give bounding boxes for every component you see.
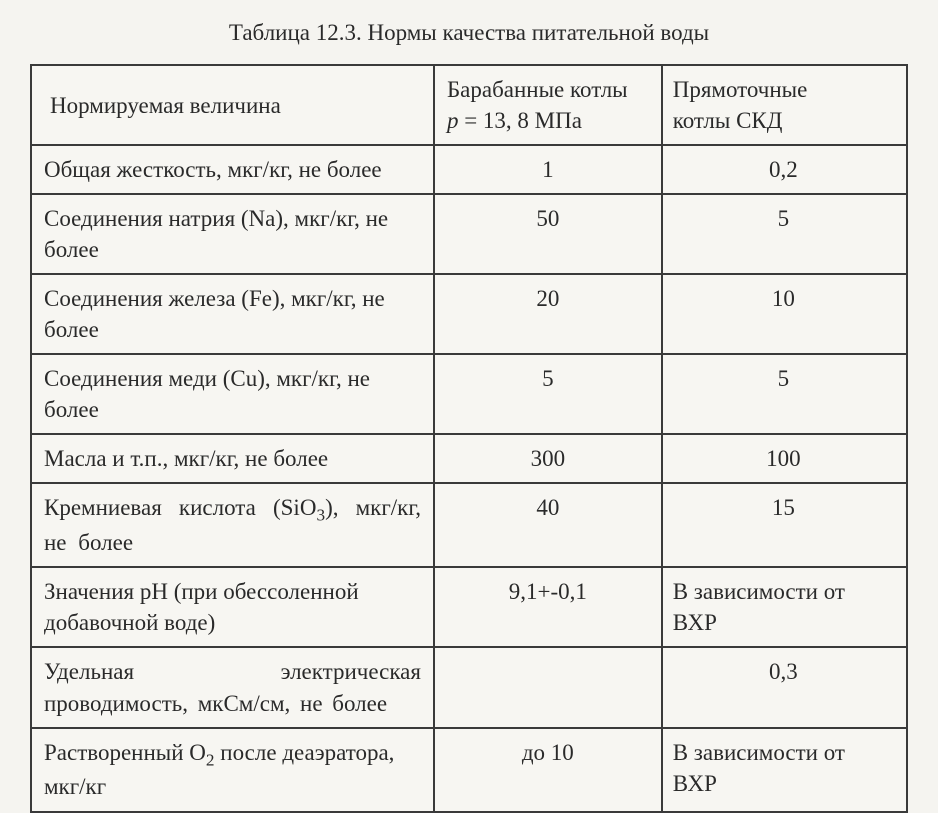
- header-col2-line1: Барабанные котлы: [447, 77, 628, 102]
- parameter-name-cell: Растворенный O2 после деаэратора, мкг/кг: [31, 728, 434, 812]
- once-through-boiler-value-cell: 0,3: [662, 647, 907, 727]
- parameter-name-cell: Удельная электрическая проводимость, мкС…: [31, 647, 434, 727]
- drum-boiler-value-cell: 300: [434, 434, 662, 483]
- table-caption: Таблица 12.3. Нормы качества питательной…: [30, 20, 908, 46]
- table-row: Соединения натрия (Na), мкг/кг, не более…: [31, 194, 907, 274]
- once-through-boiler-value-cell: 5: [662, 354, 907, 434]
- parameter-name-cell: Кремниевая кислота (SiO3), мкг/кг, не бо…: [31, 483, 434, 567]
- parameter-name-cell: Общая жесткость, мкг/кг, не более: [31, 145, 434, 194]
- parameter-name-cell: Значения pH (при обессоленной добавочной…: [31, 567, 434, 647]
- table-row: Соединения меди (Cu), мкг/кг, не более55: [31, 354, 907, 434]
- table-row: Значения pH (при обессоленной добавочной…: [31, 567, 907, 647]
- drum-boiler-value-cell: 5: [434, 354, 662, 434]
- header-col3-line2: котлы СКД: [673, 108, 783, 133]
- table-row: Масла и т.п., мкг/кг, не более300100: [31, 434, 907, 483]
- once-through-boiler-value-cell: В зависимости от ВХР: [662, 728, 907, 812]
- header-col3-line1: Прямоточные: [673, 77, 808, 102]
- once-through-boiler-value-cell: 0,2: [662, 145, 907, 194]
- once-through-boiler-value-cell: 10: [662, 274, 907, 354]
- parameter-name-cell: Соединения меди (Cu), мкг/кг, не более: [31, 354, 434, 434]
- drum-boiler-value-cell: [434, 647, 662, 727]
- table-header-row: Нормируемая величина Барабанные котлы p …: [31, 65, 907, 145]
- parameter-name-cell: Масла и т.п., мкг/кг, не более: [31, 434, 434, 483]
- drum-boiler-value-cell: до 10: [434, 728, 662, 812]
- param-text-prefix: Кремниевая кислота (SiO: [44, 495, 316, 520]
- drum-boiler-value-cell: 40: [434, 483, 662, 567]
- header-col2-pvar: p: [447, 108, 459, 133]
- header-col1: Нормируемая величина: [31, 65, 434, 145]
- header-col3: Прямоточные котлы СКД: [662, 65, 907, 145]
- parameter-name-cell: Соединения натрия (Na), мкг/кг, не более: [31, 194, 434, 274]
- param-subscript: 3: [316, 506, 325, 525]
- header-col2: Барабанные котлы p = 13, 8 МПа: [434, 65, 662, 145]
- drum-boiler-value-cell: 20: [434, 274, 662, 354]
- once-through-boiler-value-cell: 5: [662, 194, 907, 274]
- parameter-name-cell: Соединения железа (Fe), мкг/кг, не более: [31, 274, 434, 354]
- param-text-prefix: Растворенный O: [44, 740, 206, 765]
- feedwater-quality-table: Нормируемая величина Барабанные котлы p …: [30, 64, 908, 813]
- table-row: Кремниевая кислота (SiO3), мкг/кг, не бо…: [31, 483, 907, 567]
- drum-boiler-value-cell: 1: [434, 145, 662, 194]
- table-row: Растворенный O2 после деаэратора, мкг/кг…: [31, 728, 907, 812]
- table-row: Соединения железа (Fe), мкг/кг, не более…: [31, 274, 907, 354]
- once-through-boiler-value-cell: 100: [662, 434, 907, 483]
- once-through-boiler-value-cell: В зависимости от ВХР: [662, 567, 907, 647]
- table-row: Удельная электрическая проводимость, мкС…: [31, 647, 907, 727]
- drum-boiler-value-cell: 9,1+-0,1: [434, 567, 662, 647]
- header-col2-pvalue: = 13, 8 МПа: [458, 108, 582, 133]
- once-through-boiler-value-cell: 15: [662, 483, 907, 567]
- drum-boiler-value-cell: 50: [434, 194, 662, 274]
- param-subscript: 2: [206, 750, 215, 769]
- table-row: Общая жесткость, мкг/кг, не более10,2: [31, 145, 907, 194]
